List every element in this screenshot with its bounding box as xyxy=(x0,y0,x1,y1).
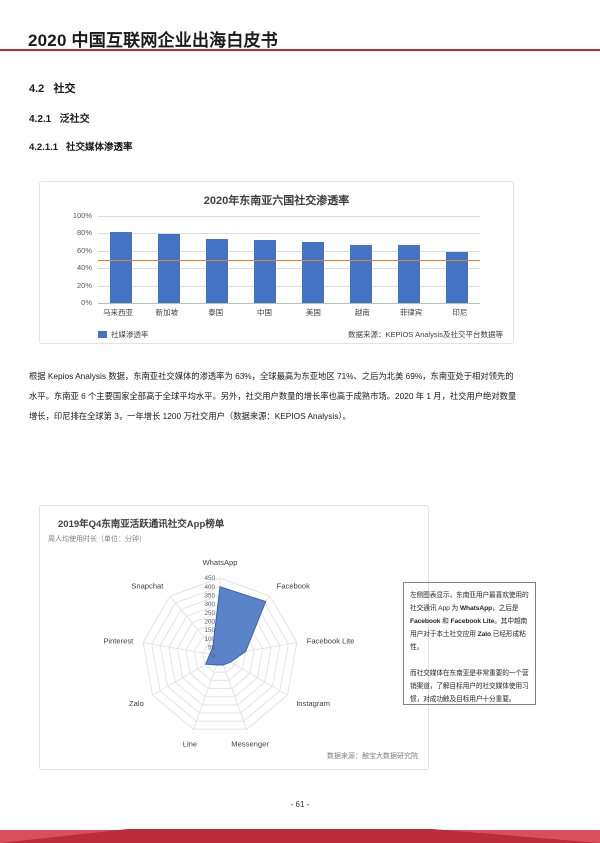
svg-text:150: 150 xyxy=(204,627,215,634)
svg-text:Messenger: Messenger xyxy=(231,740,269,749)
svg-text:450: 450 xyxy=(204,575,215,582)
svg-text:Line: Line xyxy=(183,740,197,749)
svg-text:250: 250 xyxy=(204,610,215,617)
svg-text:Instagram: Instagram xyxy=(296,699,330,708)
svg-text:200: 200 xyxy=(204,619,215,626)
svg-text:350: 350 xyxy=(204,593,215,600)
svg-text:Zalo: Zalo xyxy=(129,699,144,708)
svg-text:300: 300 xyxy=(204,601,215,608)
svg-text:0: 0 xyxy=(211,653,215,660)
svg-text:Facebook Lite: Facebook Lite xyxy=(307,637,355,646)
svg-text:400: 400 xyxy=(204,584,215,591)
svg-text:Pinterest: Pinterest xyxy=(103,637,134,646)
svg-text:Facebook: Facebook xyxy=(277,582,311,591)
svg-text:50: 50 xyxy=(208,645,216,652)
svg-text:Snapchat: Snapchat xyxy=(131,582,164,591)
svg-text:WhatsApp: WhatsApp xyxy=(202,558,237,567)
svg-text:100: 100 xyxy=(204,636,215,643)
